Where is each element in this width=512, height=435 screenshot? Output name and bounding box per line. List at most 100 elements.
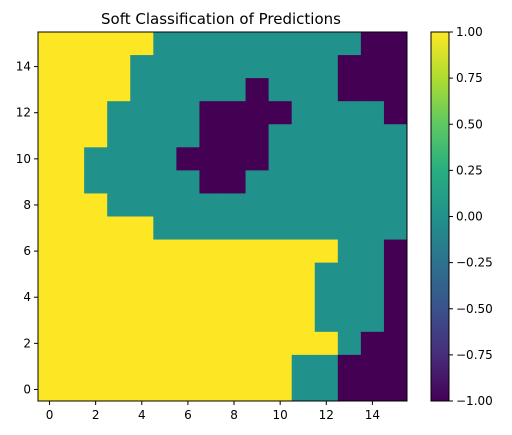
- heatmap-cell: [314, 101, 339, 125]
- heatmap-cell: [176, 331, 200, 356]
- heatmap-cell: [222, 239, 246, 264]
- heatmap-cell: [153, 32, 177, 56]
- heatmap-cell: [268, 331, 293, 356]
- heatmap-cell: [360, 216, 385, 240]
- heatmap-cell: [360, 285, 385, 310]
- y-tick-label: 8: [23, 198, 31, 212]
- heatmap-cell: [291, 331, 316, 356]
- heatmap-cell: [360, 193, 385, 217]
- heatmap-cell: [222, 285, 246, 310]
- heatmap-cell: [337, 55, 362, 79]
- heatmap-cell: [84, 216, 108, 240]
- heatmap-cell: [84, 239, 108, 264]
- heatmap-cell: [38, 216, 62, 240]
- heatmap-cell: [130, 147, 154, 171]
- heatmap-cell: [314, 308, 339, 333]
- heatmap-cell: [222, 170, 246, 194]
- heatmap-cell: [176, 32, 200, 56]
- heatmap-cell: [61, 331, 85, 356]
- heatmap-cell: [153, 308, 177, 333]
- heatmap-cell: [360, 262, 385, 287]
- heatmap-cell: [383, 101, 408, 125]
- heatmap-cell: [337, 216, 362, 240]
- heatmap-cell: [38, 78, 62, 102]
- y-axis-ticks: 0 2 4 6 8 10 12 14: [16, 60, 38, 396]
- heatmap-cell: [291, 216, 316, 240]
- heatmap-cell: [383, 285, 408, 310]
- heatmap-cell: [245, 170, 270, 194]
- heatmap-cell: [360, 308, 385, 333]
- heatmap-cell: [222, 193, 246, 217]
- heatmap-cell: [337, 308, 362, 333]
- heatmap-cell: [153, 124, 177, 148]
- heatmap-cell: [337, 354, 362, 379]
- heatmap-cell: [245, 147, 270, 171]
- colorbar-tick-label: 0.00: [456, 210, 483, 224]
- heatmap-cell: [245, 124, 270, 148]
- heatmap-cell: [130, 308, 154, 333]
- heatmap-cell: [291, 308, 316, 333]
- heatmap-cell: [360, 377, 385, 402]
- heatmap-cell: [84, 147, 108, 171]
- heatmap-cell: [383, 147, 408, 171]
- heatmap-cell: [360, 101, 385, 125]
- y-tick-label: 4: [23, 290, 31, 304]
- heatmap-cell: [38, 32, 62, 56]
- heatmap-cell: [383, 308, 408, 333]
- heatmap-cell: [176, 239, 200, 264]
- colorbar-tick-label: 0.25: [456, 163, 483, 177]
- heatmap-cell: [153, 78, 177, 102]
- heatmap-cell: [291, 193, 316, 217]
- heatmap-cell: [199, 124, 223, 148]
- heatmap-cell: [84, 124, 108, 148]
- heatmap-cell: [61, 78, 85, 102]
- heatmap-cell: [176, 262, 200, 287]
- heatmap-cell: [383, 170, 408, 194]
- heatmap-cell: [84, 78, 108, 102]
- x-axis-ticks: 0 2 4 6 8 10 12 14: [46, 401, 380, 422]
- heatmap-cell: [107, 308, 131, 333]
- heatmap-cell: [222, 124, 246, 148]
- colorbar-tick-label: 0.75: [456, 71, 483, 85]
- x-tick-label: 14: [365, 408, 380, 422]
- heatmap-cell: [107, 354, 131, 379]
- heatmap-cell: [314, 239, 339, 264]
- heatmap-cell: [383, 216, 408, 240]
- colorbar-tick-label: 0.50: [456, 117, 483, 131]
- heatmap-cell: [107, 101, 131, 125]
- heatmap-cell: [176, 377, 200, 402]
- heatmap-cell: [268, 354, 293, 379]
- heatmap-cell: [245, 354, 270, 379]
- plot-frame: [37, 31, 408, 402]
- heatmap-cell: [383, 331, 408, 356]
- heatmap-cell: [130, 101, 154, 125]
- heatmap-cell: [268, 101, 293, 125]
- heatmap-cell: [268, 239, 293, 264]
- heatmap-cell: [314, 32, 339, 56]
- heatmap-cell: [61, 262, 85, 287]
- heatmap-cell: [84, 193, 108, 217]
- heatmap-cell: [291, 262, 316, 287]
- heatmap-cell: [199, 78, 223, 102]
- heatmap-cell: [245, 377, 270, 402]
- heatmap-cell: [61, 308, 85, 333]
- heatmap-cell: [130, 262, 154, 287]
- heatmap-cell: [383, 377, 408, 402]
- y-tick-label: 10: [16, 152, 31, 166]
- heatmap-cell: [383, 262, 408, 287]
- heatmap-cell: [314, 377, 339, 402]
- heatmap-cell: [360, 354, 385, 379]
- heatmap-cell: [176, 147, 200, 171]
- heatmap-cell: [337, 239, 362, 264]
- heatmap-cell: [314, 331, 339, 356]
- heatmap-cell: [38, 55, 62, 79]
- heatmap-cell: [176, 193, 200, 217]
- heatmap-cell: [107, 239, 131, 264]
- heatmap-cell: [383, 124, 408, 148]
- heatmap-cell: [107, 32, 131, 56]
- heatmap-cell: [222, 354, 246, 379]
- heatmap-cell: [360, 170, 385, 194]
- heatmap-cell: [337, 147, 362, 171]
- heatmap-cell: [222, 331, 246, 356]
- heatmap-cell: [199, 32, 223, 56]
